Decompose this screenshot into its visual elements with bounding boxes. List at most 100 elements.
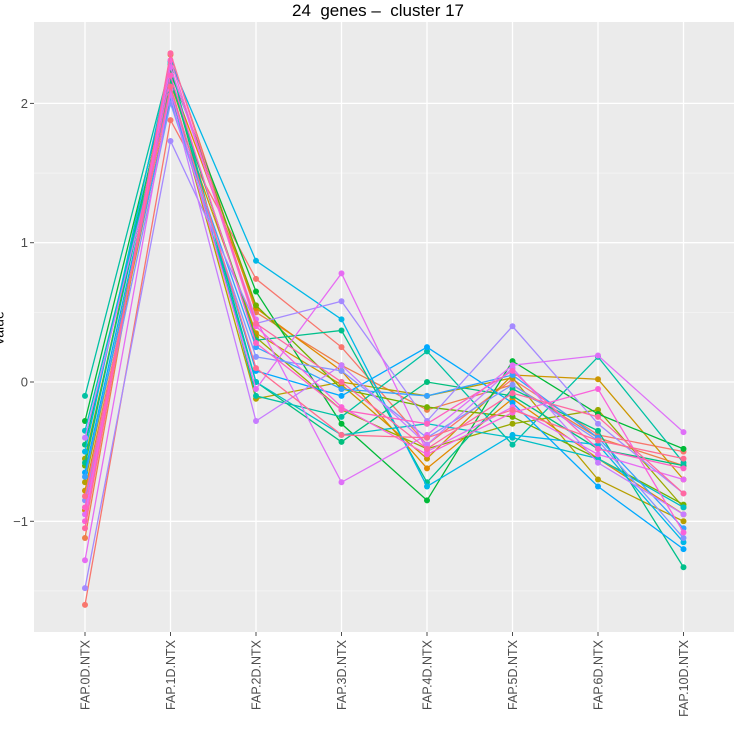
data-point: [595, 451, 601, 458]
data-point: [424, 420, 430, 427]
data-point: [253, 353, 259, 360]
data-point: [253, 339, 259, 346]
data-point: [680, 455, 687, 462]
y-tick-label: 2: [21, 96, 28, 111]
series-line: [84, 86, 684, 497]
data-point: [509, 362, 516, 369]
x-tick-label: FAP.4D.NTX: [421, 639, 435, 710]
data-point: [82, 585, 88, 592]
data-point: [595, 455, 601, 462]
y-tick-label: −1: [13, 514, 28, 529]
data-point: [82, 557, 88, 564]
x-tick-label: FAP.5D.NTX: [506, 639, 520, 710]
series-13: [82, 58, 687, 546]
data-point: [424, 379, 430, 385]
data-point: [680, 476, 687, 483]
data-point: [509, 420, 516, 427]
data-point: [680, 504, 687, 511]
series-line: [84, 77, 685, 568]
plot-panel: [34, 22, 734, 632]
data-point: [680, 539, 687, 546]
data-point: [509, 323, 516, 330]
data-point: [253, 320, 259, 327]
data-point: [509, 399, 516, 406]
series-line: [84, 59, 684, 543]
data-point: [82, 601, 88, 608]
data-point: [509, 372, 516, 379]
data-point: [509, 431, 516, 438]
data-point: [82, 434, 88, 441]
data-point: [338, 298, 345, 305]
data-point: [680, 465, 687, 472]
x-axis: FAP.0D.NTX FAP.1D.NTX FAP.2D.NTX FAP.3D.NTX…: [79, 632, 691, 717]
data-point: [338, 327, 345, 334]
data-point: [167, 72, 174, 79]
data-point: [424, 392, 430, 399]
data-point: [509, 385, 516, 392]
data-point: [82, 504, 88, 511]
x-tick-label: FAP.6D.NTX: [592, 639, 606, 710]
data-point: [680, 511, 687, 518]
data-point: [509, 390, 516, 397]
data-point: [338, 413, 345, 420]
series-24: [82, 83, 687, 500]
data-point: [680, 518, 687, 525]
data-point: [253, 344, 259, 351]
data-point: [338, 385, 345, 392]
x-tick-label: FAP.3D.NTX: [335, 639, 349, 710]
data-point: [253, 392, 259, 399]
x-tick-label: FAP.0D.NTX: [79, 639, 93, 710]
data-point: [595, 476, 601, 483]
data-point: [424, 497, 430, 504]
data-point: [424, 348, 430, 355]
series-line: [84, 60, 685, 533]
data-point: [595, 413, 601, 420]
data-point: [167, 138, 174, 145]
data-point: [509, 367, 516, 374]
data-point: [82, 392, 88, 399]
data-point: [424, 434, 430, 441]
data-point: [509, 441, 516, 448]
series-line: [84, 75, 684, 467]
data-point: [82, 448, 88, 455]
data-point: [82, 525, 88, 532]
data-point: [338, 406, 345, 413]
data-point: [680, 564, 687, 571]
series-23: [82, 50, 687, 532]
data-point: [509, 358, 516, 365]
data-point: [680, 429, 687, 436]
data-point: [424, 465, 430, 472]
data-point: [595, 376, 601, 383]
data-point: [595, 406, 601, 413]
x-tick-label: FAP.1D.NTX: [164, 639, 178, 710]
data-point: [338, 367, 345, 374]
data-point: [338, 392, 345, 399]
data-point: [82, 479, 88, 486]
data-point: [338, 379, 345, 385]
series-line: [84, 75, 684, 515]
data-point: [680, 459, 687, 466]
data-point: [253, 257, 259, 264]
data-point: [253, 302, 259, 309]
series-line: [84, 89, 684, 561]
data-point: [424, 344, 430, 351]
data-point: [167, 50, 174, 57]
data-point: [167, 83, 174, 90]
x-tick-label: FAP.2D.NTX: [250, 639, 264, 710]
data-point: [338, 431, 345, 438]
data-point: [595, 427, 601, 434]
data-point: [424, 483, 430, 490]
data-point: [595, 352, 601, 359]
data-point: [338, 438, 345, 445]
data-point: [509, 406, 516, 413]
data-point: [82, 493, 88, 500]
y-tick-label: 1: [21, 235, 28, 250]
data-point: [680, 546, 687, 553]
data-point: [509, 413, 516, 420]
data-point: [424, 451, 430, 458]
data-point: [595, 483, 601, 490]
series-line: [84, 53, 684, 529]
y-tick-label: 0: [21, 375, 28, 390]
data-point: [338, 420, 345, 427]
